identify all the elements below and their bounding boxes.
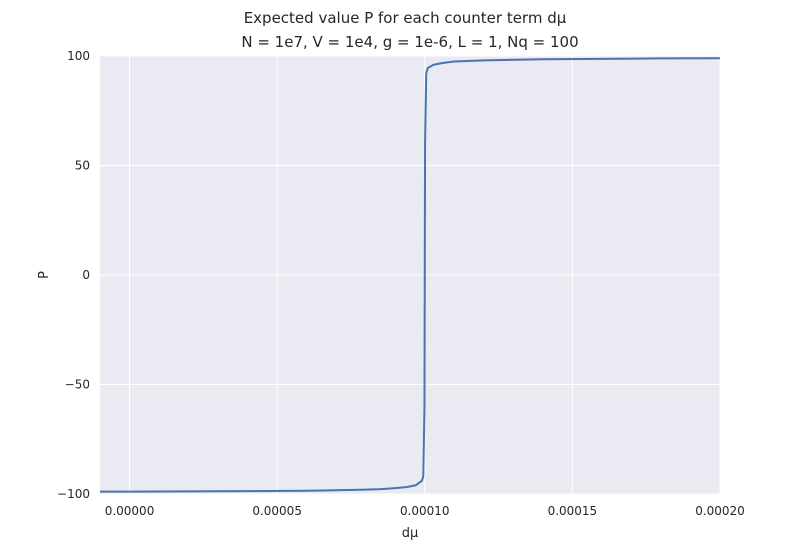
chart-suptitle: Expected value P for each counter term d…	[244, 9, 567, 27]
series-line	[100, 57, 721, 493]
x-tick-label: 0.00000	[105, 504, 155, 518]
tick-labels: 0.00000 0.00005 0.00010 0.00015 0.00020 −100 −…	[57, 49, 745, 518]
series-layer	[100, 57, 721, 493]
y-axis-label: P	[37, 271, 52, 279]
chart-title: N = 1e7, V = 1e4, g = 1e-6, L = 1, Nq = …	[241, 33, 578, 51]
x-tick-label: 0.00020	[695, 504, 745, 518]
y-tick-label: −100	[57, 487, 90, 501]
y-tick-label: −50	[65, 378, 90, 392]
x-tick-label: 0.00005	[252, 504, 302, 518]
x-tick-label: 0.00015	[548, 504, 598, 518]
x-tick-label: 0.00010	[400, 504, 450, 518]
x-axis-label: dμ	[402, 526, 419, 541]
y-tick-label: 50	[75, 159, 90, 173]
y-tick-label: 100	[67, 49, 90, 63]
y-tick-label: 0	[82, 268, 90, 282]
